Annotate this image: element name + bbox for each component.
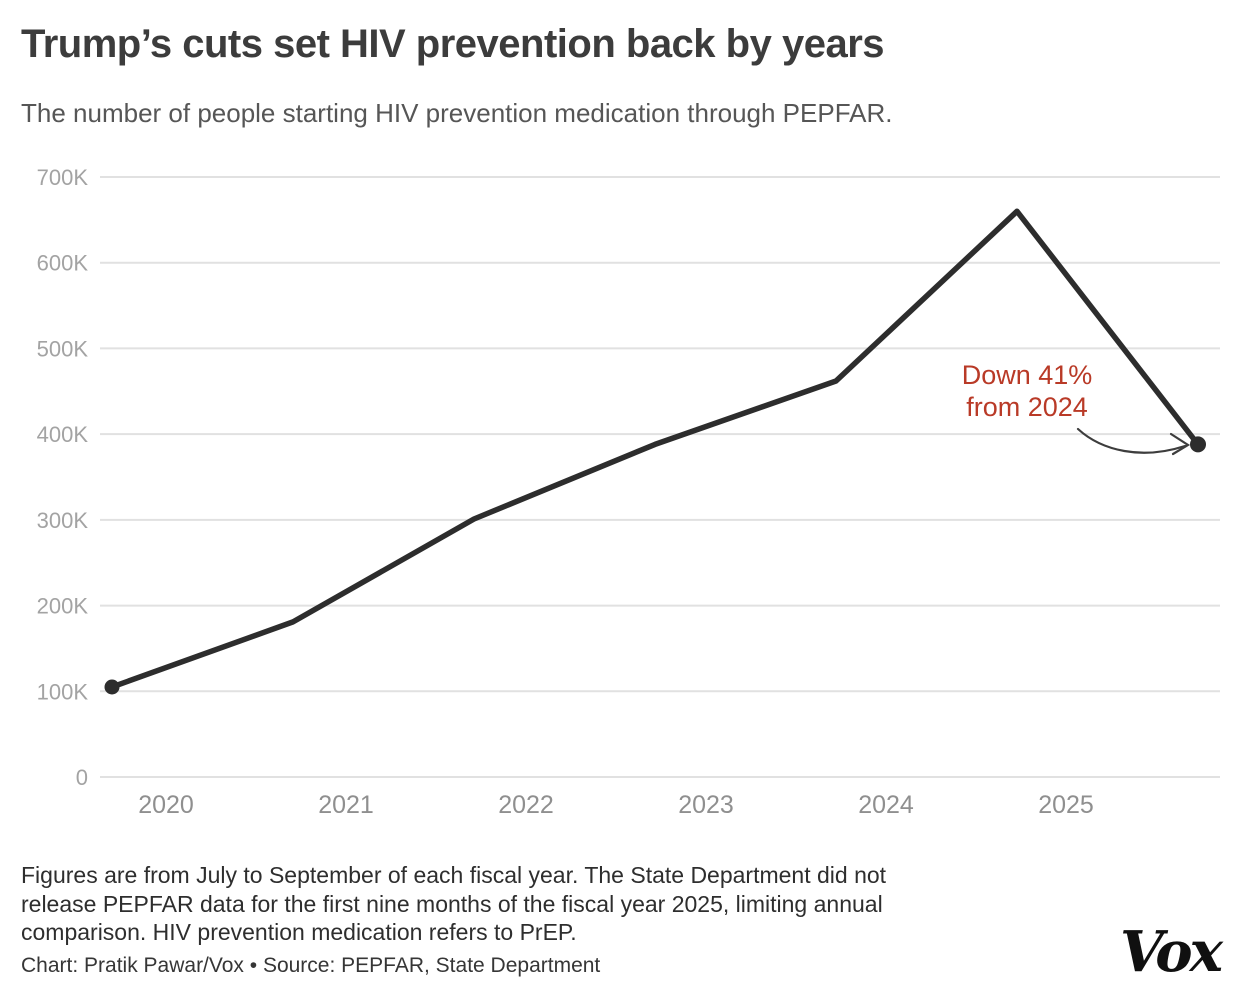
y-axis-tick-label: 600K [37,251,89,276]
y-axis-tick-label: 500K [37,336,89,361]
start-point-dot [104,679,120,695]
footnote-line: Figures are from July to September of ea… [21,862,887,888]
y-axis-tick-label: 200K [37,594,89,619]
y-axis-tick-label: 0 [76,765,88,790]
annotation-line1: Down 41% [962,360,1093,390]
end-point-dot [1190,436,1206,453]
x-axis-tick-label: 2023 [678,791,734,819]
annotation-arrow [1076,427,1187,454]
credit-line: Chart: Pratik Pawar/Vox • Source: PEPFAR… [21,954,601,977]
trend-line [109,208,1201,690]
x-axis-tick-label: 2024 [858,791,914,819]
vox-logo: Vox [1119,919,1223,985]
y-axis-tick-label: 700K [37,165,89,190]
x-axis-tick-label: 2022 [498,791,554,819]
y-axis-tick-label: 100K [37,679,89,704]
chart-title: Trump’s cuts set HIV prevention back by … [21,22,885,66]
annotation-line2: from 2024 [966,392,1088,422]
footnote-line: comparison. HIV prevention medication re… [21,919,577,945]
chart-subtitle: The number of people starting HIV preven… [21,98,893,128]
y-axis-tick-label: 400K [37,422,89,447]
footnote: Figures are from July to September of ea… [21,861,886,947]
x-axis-tick-label: 2021 [318,791,374,819]
x-axis-tick-label: 2020 [138,791,194,819]
footnote-line: release PEPFAR data for the first nine m… [21,890,883,917]
gridlines-group: 0 100K 200K 300K 400K 500K 600K 700K 2020 2021 202… [37,165,1220,819]
annotation-arrowhead [1169,432,1191,456]
y-axis-tick-label: 300K [37,508,89,533]
x-axis-tick-label: 2025 [1038,791,1094,819]
trend-line-group [104,208,1206,695]
